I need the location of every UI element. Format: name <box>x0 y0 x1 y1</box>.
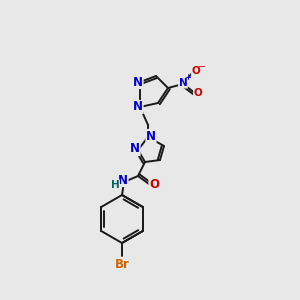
Text: N: N <box>146 130 156 142</box>
Text: N: N <box>178 78 188 88</box>
Text: O: O <box>149 178 159 190</box>
Text: O: O <box>192 66 200 76</box>
Text: N: N <box>133 100 143 113</box>
Text: N: N <box>133 76 143 88</box>
Text: −: − <box>198 62 206 72</box>
Text: Br: Br <box>115 257 129 271</box>
Text: N: N <box>130 142 140 155</box>
Text: O: O <box>194 88 202 98</box>
Text: N: N <box>118 173 128 187</box>
Text: +: + <box>184 73 191 82</box>
Text: H: H <box>111 180 119 190</box>
